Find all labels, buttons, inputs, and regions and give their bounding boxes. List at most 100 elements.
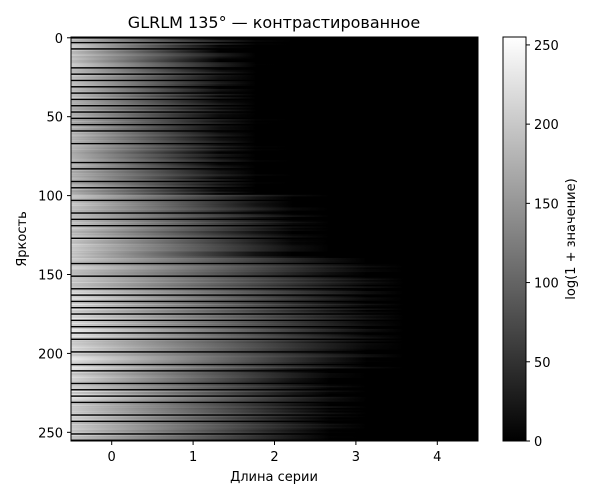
y-tick-label: 250 xyxy=(38,426,63,441)
heatmap-row xyxy=(71,221,478,224)
heatmap-row xyxy=(71,52,478,55)
heatmap-row xyxy=(71,278,478,281)
heatmap-row xyxy=(71,341,478,344)
heatmap-row xyxy=(71,305,478,308)
heatmap-row xyxy=(71,379,478,382)
heatmap-row xyxy=(71,385,478,388)
heatmap-row xyxy=(71,417,478,420)
heatmap-row xyxy=(71,150,478,153)
heatmap-row xyxy=(71,280,478,282)
x-axis-ticks: 0 1 2 3 4 xyxy=(108,441,441,465)
heatmap-row xyxy=(71,71,478,74)
heatmap-row xyxy=(71,349,478,352)
heatmap-row xyxy=(71,239,478,241)
heatmap-row xyxy=(71,78,478,80)
heatmap-row xyxy=(71,194,478,197)
heatmap-row xyxy=(71,223,478,225)
x-tick-label: 3 xyxy=(352,450,360,465)
heatmap-row xyxy=(71,156,478,159)
heatmap-row xyxy=(71,283,478,285)
heatmap-row xyxy=(71,253,478,255)
heatmap-row xyxy=(71,240,478,243)
heatmap-row xyxy=(71,95,478,98)
heatmap-row xyxy=(71,399,478,402)
heatmap-row xyxy=(71,286,478,289)
y-tick-label: 50 xyxy=(46,111,63,126)
heatmap-row xyxy=(71,70,478,72)
heatmap-row xyxy=(71,362,478,364)
heatmap-row xyxy=(71,152,478,154)
heatmap-row xyxy=(71,106,478,109)
heatmap-row xyxy=(71,234,478,236)
heatmap-row xyxy=(71,340,478,342)
heatmap-row xyxy=(71,87,478,90)
heatmap-row xyxy=(71,346,478,349)
heatmap-row xyxy=(71,365,478,367)
heatmap-row xyxy=(71,250,478,252)
heatmap-row xyxy=(71,207,478,210)
heatmap-row xyxy=(71,377,478,380)
heatmap-row xyxy=(71,196,478,199)
heatmap-row xyxy=(71,314,478,317)
heatmap-row xyxy=(71,429,478,432)
heatmap-row xyxy=(71,126,478,129)
heatmap-row xyxy=(71,276,478,279)
x-tick-label: 0 xyxy=(108,450,116,465)
heatmap-row xyxy=(71,51,478,53)
x-tick-label: 2 xyxy=(270,450,278,465)
heatmap-row xyxy=(71,284,478,287)
heatmap-row xyxy=(71,289,478,292)
heatmap-row xyxy=(71,344,478,347)
heatmap-row xyxy=(71,254,478,257)
y-tick-label: 150 xyxy=(38,269,63,284)
heatmap-row xyxy=(71,317,478,320)
heatmap-row xyxy=(71,354,478,356)
heatmap-row xyxy=(71,81,478,83)
heatmap-row xyxy=(71,138,478,140)
y-tick-label: 100 xyxy=(38,190,63,205)
heatmap-row xyxy=(71,76,478,79)
heatmap-row xyxy=(71,407,478,410)
heatmap-row xyxy=(71,373,478,375)
colorbar-tick-label: 0 xyxy=(534,435,542,450)
heatmap-row xyxy=(71,149,478,151)
heatmap-row xyxy=(71,114,478,117)
heatmap-row xyxy=(71,209,478,211)
heatmap-row xyxy=(71,108,478,110)
heatmap-row xyxy=(71,246,478,249)
y-tick-label: 200 xyxy=(38,347,63,362)
heatmap-row xyxy=(71,396,478,399)
heatmap-row xyxy=(71,425,478,427)
chart-title: GLRLM 135° — контрастированное xyxy=(128,13,420,32)
heatmap-row xyxy=(71,324,478,326)
heatmap-row xyxy=(71,308,478,311)
heatmap-row xyxy=(71,136,478,139)
heatmap-row xyxy=(71,163,478,165)
heatmap-row xyxy=(71,398,478,401)
heatmap-row xyxy=(71,201,478,203)
heatmap-row xyxy=(71,160,478,162)
heatmap-row xyxy=(71,60,478,63)
heatmap-row xyxy=(71,183,478,186)
heatmap-row xyxy=(71,213,478,216)
heatmap-row xyxy=(71,295,478,298)
heatmap-row xyxy=(71,256,478,259)
heatmap-row xyxy=(71,265,478,268)
heatmap-row xyxy=(71,268,478,271)
heatmap-row xyxy=(71,248,478,251)
heatmap-row xyxy=(71,404,478,407)
heatmap-row xyxy=(71,311,478,314)
heatmap-row xyxy=(71,125,478,128)
heatmap-row xyxy=(71,172,478,175)
colorbar-tick-label: 250 xyxy=(534,39,559,54)
heatmap-row xyxy=(71,436,478,438)
heatmap-row xyxy=(71,158,478,161)
heatmap-row xyxy=(71,49,478,52)
heatmap-row xyxy=(71,112,478,115)
heatmap-row xyxy=(71,297,478,300)
x-axis-label: Длина серии xyxy=(230,470,318,485)
heatmap-row xyxy=(71,185,478,188)
heatmap-row xyxy=(71,190,478,192)
heatmap-row xyxy=(71,231,478,233)
colorbar-label: log(1 + значение) xyxy=(564,178,579,299)
